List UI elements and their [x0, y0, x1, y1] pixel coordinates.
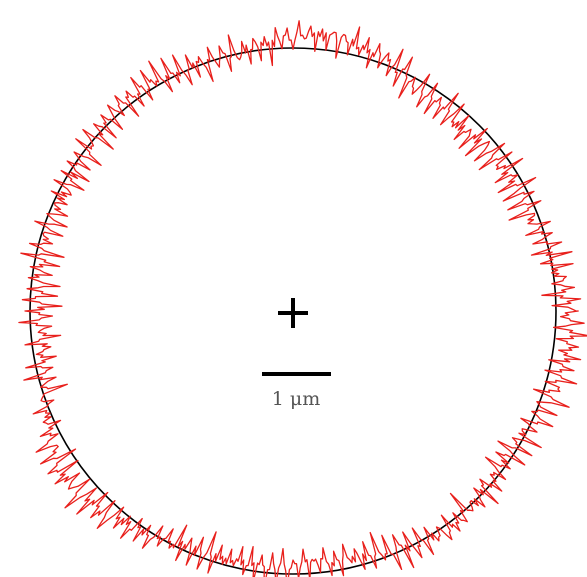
center-plus-icon: [278, 298, 308, 328]
fluctuating-contour: [18, 20, 587, 577]
scale-bar-label: 1 μm: [272, 388, 321, 410]
